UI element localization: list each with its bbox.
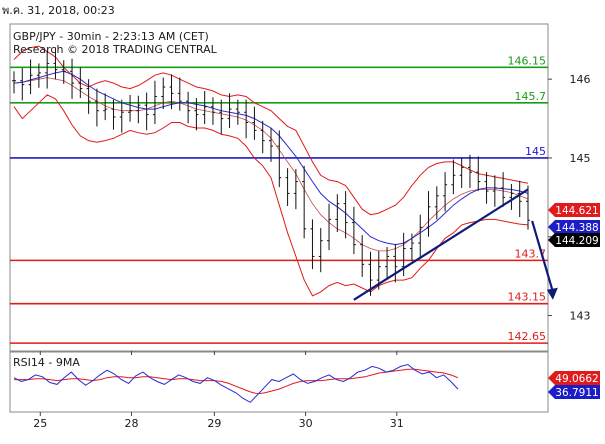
price-tag-144.209: 144.209 [548, 233, 600, 247]
level-label-142.65: 142.65 [508, 330, 547, 343]
price-bars [12, 47, 530, 296]
date-label: พ.ค. 31, 2018, 00:23 [2, 4, 115, 17]
projection-arrow-shaft [531, 220, 554, 293]
level-label-143.15: 143.15 [508, 291, 547, 304]
bollinger-bands [13, 45, 529, 297]
level-label-146.15: 146.15 [508, 54, 547, 67]
y-tick-label: 146 [570, 73, 591, 86]
rsi-panel: 49.0662 36.7911 [13, 363, 600, 403]
rsi-tag-label: 49.0662 [555, 373, 598, 385]
price-tag-144.621: 144.621 [548, 203, 600, 217]
chart-title: GBP/JPY - 30min - 2:23:13 AM (CET) [13, 30, 209, 43]
price-tag-box [548, 220, 600, 234]
bollinger-upper-line [13, 45, 529, 216]
time-axis: 25 28 29 30 31 [33, 351, 404, 430]
level-label-143.7: 143.7 [515, 247, 547, 260]
x-tick-label: 30 [299, 417, 313, 430]
price-tag-144.388: 144.388 [548, 220, 600, 234]
rsi-tag-box [548, 371, 600, 385]
projection-arrow-head [546, 287, 558, 300]
x-tick-label: 29 [207, 417, 221, 430]
analysis-overlays [353, 188, 558, 301]
price-tag-label: 144.388 [555, 222, 598, 234]
rsi-tag-box [548, 385, 600, 399]
rsi-tag-label: 36.7911 [555, 387, 598, 399]
x-tick-label: 25 [33, 417, 47, 430]
price-tag-box [548, 233, 600, 247]
rsi-title: RSI14 - 9MA [13, 356, 80, 369]
rsi-tag-49.0662: 49.0662 [548, 371, 600, 385]
support-trendline [353, 188, 529, 301]
rsi-tag-36.7911: 36.7911 [548, 385, 600, 399]
price-tag-box [548, 203, 600, 217]
y-tick-label: 145 [570, 152, 591, 165]
price-axis: 146145144143 [548, 73, 591, 323]
price-tag-label: 144.621 [555, 205, 598, 217]
level-lines: 146.15 145.7 145 143.7 143.15 142.65 [10, 54, 548, 344]
bollinger-lower-line [13, 94, 529, 297]
chart-subtitle: Research © 2018 TRADING CENTRAL [13, 43, 218, 56]
main-plot-frame [9, 23, 549, 352]
moving-average-line [13, 70, 529, 246]
x-tick-label: 28 [124, 417, 138, 430]
x-tick-label: 31 [390, 417, 404, 430]
rsi-plot-frame [9, 351, 549, 413]
price-tag-label: 144.209 [555, 235, 598, 247]
level-label-145: 145 [525, 145, 546, 158]
level-label-145.7: 145.7 [515, 90, 547, 103]
y-tick-label: 143 [570, 310, 591, 323]
rsi-line [13, 363, 459, 403]
rsi-ma-line [14, 368, 459, 395]
